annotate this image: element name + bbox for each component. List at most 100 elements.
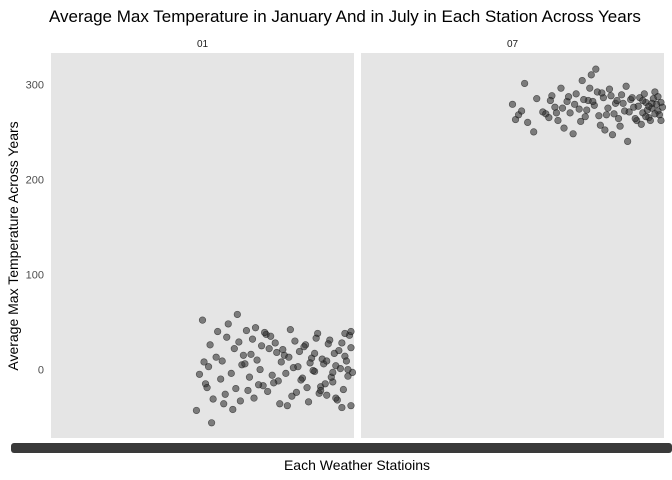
data-point [639,96,647,105]
data-point [546,96,554,105]
data-point [571,100,579,108]
y-tick-label: 300 [26,79,44,91]
data-point [200,358,208,366]
data-point [575,105,583,113]
data-point [277,358,285,366]
data-point [554,116,562,125]
data-point [254,381,263,389]
data-point [276,400,284,408]
data-point [583,106,591,114]
data-point [604,104,612,112]
data-point [279,345,287,354]
data-point [247,350,255,358]
data-point [557,84,565,92]
data-point [224,320,232,328]
data-point [616,122,624,130]
y-tick-label: 200 [26,174,44,186]
data-point [236,397,244,405]
data-point [242,326,251,335]
data-point [273,348,281,357]
data-point [564,93,573,101]
data-point [323,357,331,365]
data-point [223,333,231,341]
data-point [608,131,617,139]
data-point [204,363,213,371]
data-point [566,109,574,117]
data-point [596,121,604,129]
data-point [530,128,538,136]
data-point [195,370,204,378]
data-point [651,110,659,118]
data-point [545,114,553,122]
data-point [625,108,633,116]
data-point [207,419,216,427]
data-point [572,90,580,98]
data-point [244,386,252,395]
data-point [257,342,266,350]
x-tick-labels-overplotted [11,443,672,453]
data-point [587,71,595,79]
data-point [265,345,273,353]
data-point [221,390,229,398]
data-point [614,114,623,123]
data-point [220,400,228,408]
data-point [347,402,355,410]
facet-panels: 01 07 [51,39,667,438]
data-point [212,353,220,361]
data-point [292,388,301,396]
data-point [642,113,650,121]
data-point [311,349,319,358]
y-axis-title: Average Max Temperature Across Years [5,121,21,370]
data-point [617,91,626,99]
data-point [560,124,568,132]
data-point [634,102,642,110]
data-point [595,112,603,120]
data-point [578,76,586,85]
data-point [601,126,609,134]
data-point [245,373,254,381]
data-point [524,118,532,126]
y-tick-label: 0 [38,365,44,377]
facet-strip-label: 07 [507,39,519,50]
data-point [602,111,611,119]
data-point [235,338,243,346]
data-point [267,332,275,340]
data-point [209,395,217,403]
data-point [264,387,272,396]
data-point [229,405,237,414]
data-point [306,359,314,367]
data-point [338,403,346,412]
data-point [645,102,653,110]
data-point [338,339,346,347]
data-point [336,365,344,373]
data-point [309,366,317,375]
data-point [332,394,340,402]
data-point [321,380,329,388]
data-point [241,360,249,368]
data-point [521,79,529,88]
data-point [206,341,214,349]
data-point [233,310,241,319]
data-point [347,344,355,352]
data-point [256,365,264,374]
x-axis-title: Each Weather Statioins [284,457,430,473]
data-point [324,340,332,348]
data-point [270,379,278,387]
data-point [303,384,311,392]
data-point [214,327,222,336]
data-point [628,94,636,102]
data-point [251,324,260,332]
data-point [598,89,606,97]
data-point [605,85,614,93]
data-point [607,92,615,100]
data-point [291,337,299,345]
data-point [312,334,320,342]
data-point [253,356,261,364]
data-point [552,109,561,117]
data-point [344,365,352,374]
facet-strip-label: 01 [197,39,209,50]
data-point [624,137,632,146]
data-point [317,386,325,395]
data-point [192,406,201,415]
data-point [329,368,337,377]
